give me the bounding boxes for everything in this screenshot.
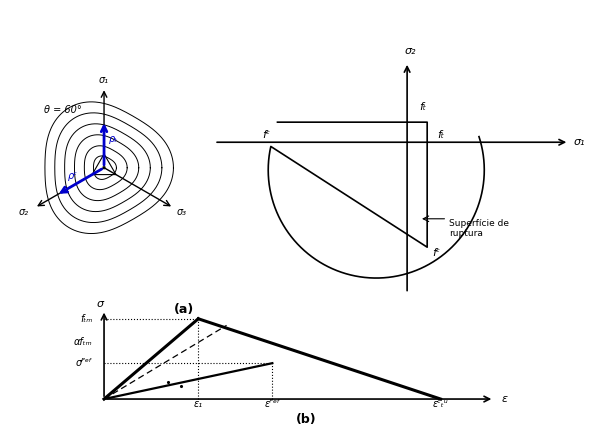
Text: σ₂: σ₂ [405, 46, 416, 56]
Text: (a): (a) [173, 303, 194, 316]
Text: fₜ: fₜ [438, 129, 445, 140]
Text: fᶜ: fᶜ [432, 249, 440, 258]
Text: ε: ε [502, 394, 508, 404]
Text: σ₂: σ₂ [19, 207, 29, 218]
Text: σᴾᵉᶠ: σᴾᵉᶠ [76, 358, 92, 368]
Text: ρᶜ: ρᶜ [68, 171, 78, 181]
Text: ε₁: ε₁ [194, 399, 203, 409]
Text: αfₜₘ: αfₜₘ [74, 338, 92, 347]
Text: εᶜₜᵘ: εᶜₜᵘ [433, 399, 449, 409]
Text: (b): (b) [296, 413, 316, 426]
Text: θ = 60°: θ = 60° [44, 104, 82, 115]
Text: fᶜ: fᶜ [263, 129, 271, 140]
Text: fₜ: fₜ [419, 102, 426, 112]
Text: σ: σ [97, 299, 103, 309]
Text: σ₃: σ₃ [176, 207, 186, 218]
Text: εᴾᵉᶠ: εᴾᵉᶠ [264, 399, 280, 409]
Text: Superfície de
ruptura: Superfície de ruptura [449, 219, 509, 238]
Text: σ₁: σ₁ [574, 137, 585, 147]
Text: σ₁: σ₁ [99, 75, 109, 85]
Text: fₜₘ: fₜₘ [80, 314, 92, 324]
Text: ρₜ: ρₜ [109, 134, 118, 144]
